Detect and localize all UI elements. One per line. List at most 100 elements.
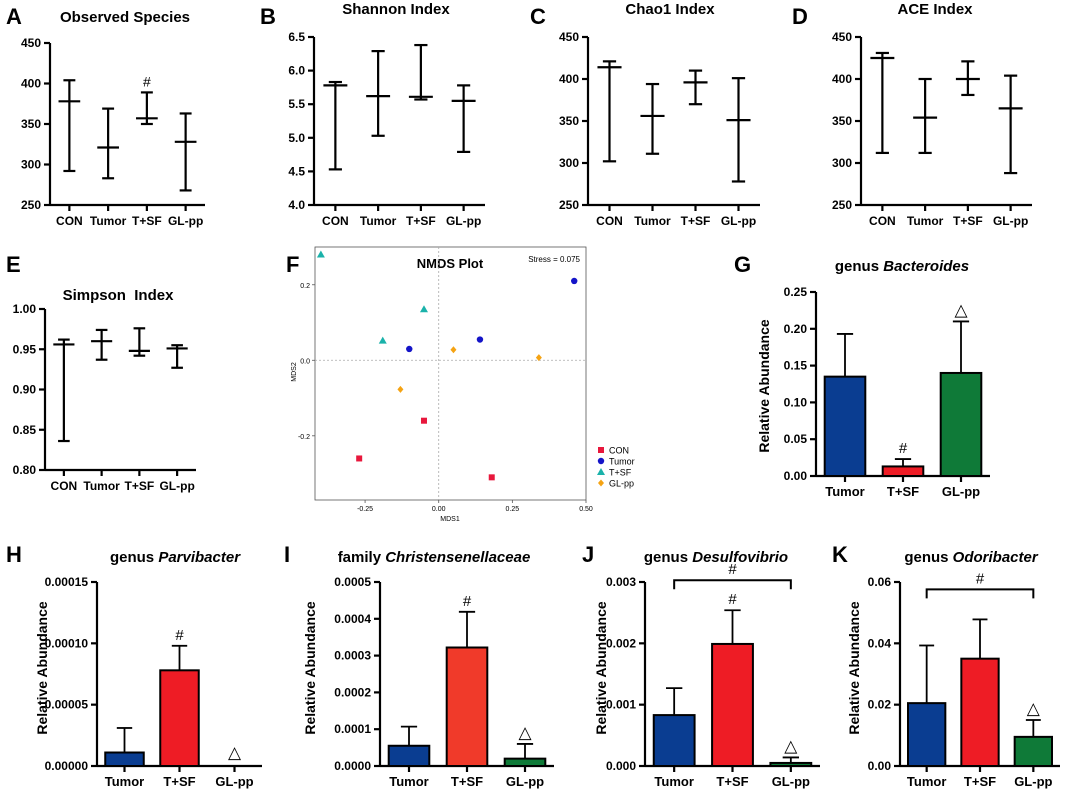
range-mark-b-con xyxy=(323,80,348,171)
bar-group-i-tumor xyxy=(387,725,431,768)
point-gl-pp xyxy=(397,385,404,393)
bar-i-tumor xyxy=(387,744,431,768)
point-tumor xyxy=(571,277,578,285)
bar-k-tumor xyxy=(907,702,947,768)
y-tick-label-b: 6.5 xyxy=(288,30,305,44)
significance-marker-k-triangle: △ xyxy=(1027,699,1041,718)
point-t-sf xyxy=(316,250,325,258)
ylabel-h: Relative Abundance xyxy=(34,601,50,735)
x-tick-label-j-gl-pp: GL-pp xyxy=(772,774,810,789)
y-tick-label-d: 350 xyxy=(832,114,852,128)
y-tick-label-k: 0.02 xyxy=(868,698,892,712)
x-tick-label-d-t-sf: T+SF xyxy=(953,214,983,228)
legend-swatch-tumor xyxy=(597,457,605,465)
bar-group-j-t-sf xyxy=(711,609,754,767)
bar-group-j-tumor xyxy=(652,687,696,767)
title-italic-k: Odoribacter xyxy=(953,549,1039,566)
point-con xyxy=(356,455,363,462)
bar-h-tumor xyxy=(104,751,145,767)
panel-title-e: Simpson Index xyxy=(63,287,175,304)
stress-label: Stress = 0.075 xyxy=(528,255,580,264)
y-tick-label-a: 250 xyxy=(21,198,41,212)
bar-group-i-gl-pp xyxy=(503,743,547,768)
significance-marker-g-hash: # xyxy=(899,440,908,457)
panel-a: A Observed Species xyxy=(6,4,190,29)
x-tick-label-i-t-sf: T+SF xyxy=(451,774,483,789)
x-tick-label-d-tumor: Tumor xyxy=(907,214,944,228)
title-prefix-h: genus xyxy=(110,549,158,566)
bar-group-k-t-sf xyxy=(960,618,1000,768)
panel-letter-e: E xyxy=(6,252,21,277)
panel-title-a: Observed Species xyxy=(60,9,190,26)
range-mark-d-t-sf xyxy=(955,60,980,97)
panel-b: B Shannon Index xyxy=(260,1,450,29)
range-mark-e-gl-pp xyxy=(166,344,188,369)
panel-c: C Chao1 Index xyxy=(530,1,715,29)
significance-marker-h-triangle: △ xyxy=(228,743,242,762)
y-tick-label-d: 300 xyxy=(832,156,852,170)
x-tick-label-e-gl-pp: GL-pp xyxy=(159,479,194,493)
y-tick-label-i: 0.0003 xyxy=(334,649,371,663)
x-tick-label-g-t-sf: T+SF xyxy=(887,484,919,499)
title-italic-h: Parvibacter xyxy=(158,549,241,566)
y-tick-label-i: 0.0002 xyxy=(334,685,371,699)
x-tick-label-g-tumor: Tumor xyxy=(825,484,864,499)
x-tick-label-c-tumor: Tumor xyxy=(634,214,671,228)
nmds-xlabel: MDS1 xyxy=(440,516,460,523)
range-mark-b-t-sf xyxy=(408,43,433,101)
axes-b: 4.0 4.5 5.0 5.5 6.0 6.5 CON Tumor T+SF GL-pp xyxy=(288,30,485,228)
y-tick-label-e: 0.95 xyxy=(13,342,37,356)
x-tick-label-k-gl-pp: GL-pp xyxy=(1014,774,1052,789)
y-tick-label-i: 0.0005 xyxy=(334,575,371,589)
range-mark-b-gl-pp xyxy=(451,84,476,154)
y-tick-label-e: 1.00 xyxy=(13,302,37,316)
y-tick-label-e: 0.85 xyxy=(13,423,37,437)
panel-title-d: ACE Index xyxy=(897,1,973,18)
series-gl-pp xyxy=(397,346,542,393)
x-tick-label-f: 0.50 xyxy=(579,506,593,513)
bar-group-g-tumor xyxy=(823,333,867,478)
x-tick-label-g-gl-pp: GL-pp xyxy=(942,484,980,499)
y-tick-label-j: 0.003 xyxy=(606,575,636,589)
ylabel-j: Relative Abundance xyxy=(593,601,609,735)
x-tick-label-h-tumor: Tumor xyxy=(105,774,144,789)
panel-title-i: family Christensenellaceae xyxy=(338,549,531,566)
legend-label-tumor: Tumor xyxy=(609,457,635,467)
y-tick-label-a: 300 xyxy=(21,158,41,172)
point-gl-pp xyxy=(535,354,542,362)
title-italic-j: Desulfovibrio xyxy=(692,549,788,566)
x-tick-label-b-con: CON xyxy=(322,214,349,228)
x-tick-label-b-tumor: Tumor xyxy=(360,214,397,228)
panel-title-j: genus Desulfovibrio xyxy=(644,549,788,566)
x-tick-label-a-t-sf: T+SF xyxy=(132,214,162,228)
axes-e: 0.80 0.85 0.90 0.95 1.00 CON Tumor T+SF GL-pp xyxy=(13,302,196,493)
range-mark-a-con xyxy=(58,79,81,173)
ylabel-k: Relative Abundance xyxy=(846,601,862,735)
panel-i: I family Christensenellaceae Relative Ab… xyxy=(284,542,530,735)
point-t-sf xyxy=(419,305,428,313)
y-tick-label-a: 350 xyxy=(21,117,41,131)
title-prefix-k: genus xyxy=(904,549,952,566)
range-mark-c-tumor xyxy=(640,82,665,155)
panel-letter-c: C xyxy=(530,4,546,29)
x-tick-label-k-tumor: Tumor xyxy=(907,774,946,789)
panel-letter-h: H xyxy=(6,542,22,567)
x-tick-label-j-t-sf: T+SF xyxy=(716,774,748,789)
y-tick-label-k: 0.00 xyxy=(868,759,892,773)
x-tick-label-h-gl-pp: GL-pp xyxy=(215,774,253,789)
panel-title-k: genus Odoribacter xyxy=(904,549,1039,566)
axes-h: 0.00000 0.00005 0.00010 0.00015 Tumor T+SF GL-… xyxy=(45,575,262,789)
significance-marker-h-hash: # xyxy=(175,627,184,644)
panel-e: E Simpson Index xyxy=(6,252,174,304)
title-italic-g: Bacteroides xyxy=(883,258,969,275)
y-tick-label-a: 450 xyxy=(21,36,41,50)
x-tick-label-h-t-sf: T+SF xyxy=(163,774,195,789)
range-mark-c-con xyxy=(597,60,622,163)
bar-group-k-tumor xyxy=(907,644,947,768)
y-tick-label-c: 300 xyxy=(559,156,579,170)
significance-marker-i-triangle: △ xyxy=(518,723,532,742)
y-tick-label-g: 0.00 xyxy=(784,469,808,483)
y-tick-label-g: 0.25 xyxy=(784,285,808,299)
range-mark-a-gl-pp xyxy=(174,112,197,192)
